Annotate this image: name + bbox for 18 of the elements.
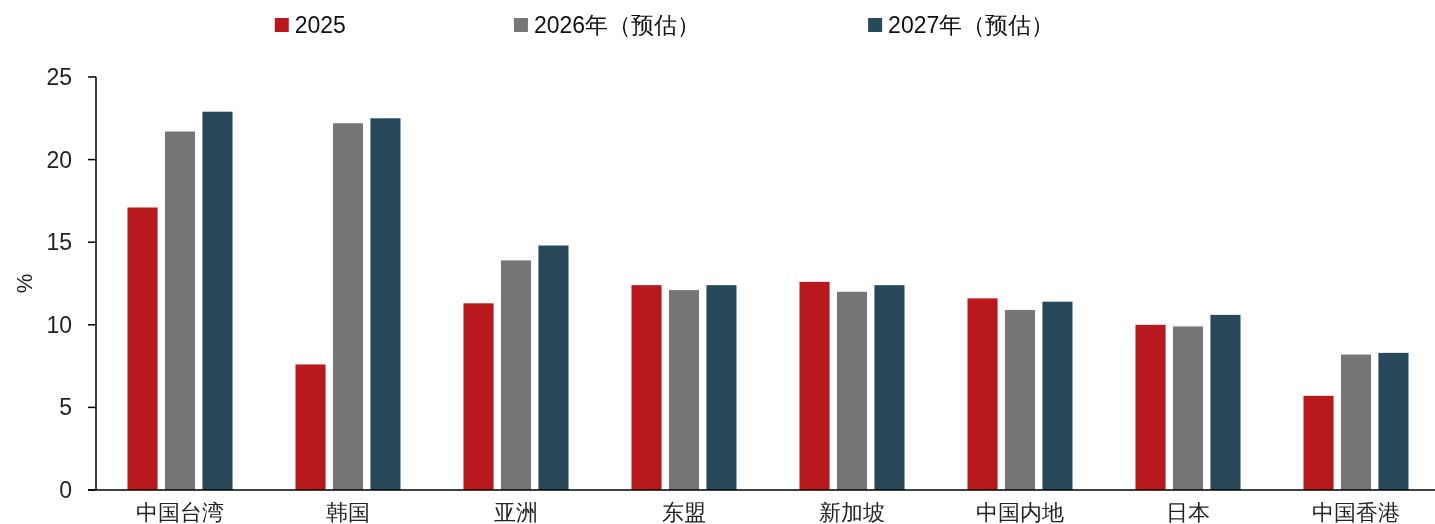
y-tick-label: 15 [46,229,72,256]
legend-label: 2026年（预估） [533,12,701,38]
x-tick-label: 日本 [1166,500,1210,524]
x-tick-label: 韩国 [326,500,370,524]
x-tick-label: 新加坡 [819,500,885,524]
y-tick-label: 10 [46,311,72,338]
legend-label: 2027年（预估） [888,12,1055,38]
y-axis-title: % [12,273,37,294]
legend-label: 2025 [294,12,346,38]
x-tick-label: 中国内地 [976,500,1064,524]
y-tick-label: 5 [59,394,72,421]
x-tick-label: 亚洲 [494,500,538,524]
y-tick-label: 25 [46,64,72,90]
y-tick-label: 20 [46,146,72,173]
y-tick-label: 0 [59,477,72,503]
x-tick-label: 东盟 [662,500,706,524]
x-tick-label: 中国香港 [1312,500,1400,524]
x-tick-label: 中国台湾 [136,500,224,524]
